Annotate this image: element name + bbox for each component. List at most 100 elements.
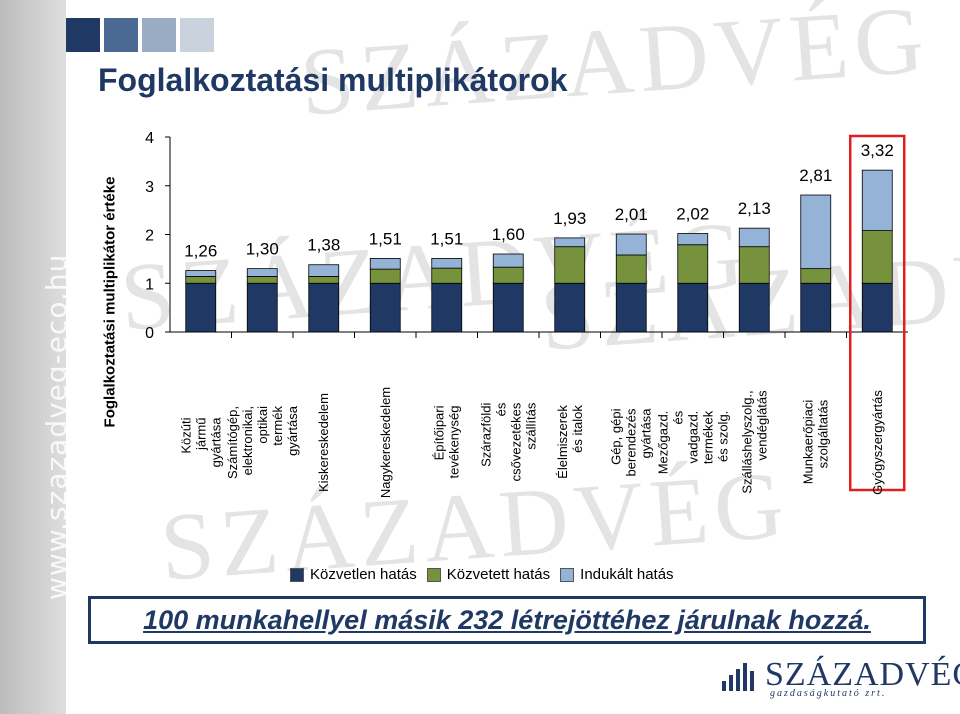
x-tick-label-text: Szárazföldi és csővezetékes szállítás <box>478 402 539 482</box>
x-tick-label-text: Élelmiszerek és italok <box>554 405 585 479</box>
bar-segment <box>677 244 709 284</box>
data-label: 1,51 <box>430 229 463 248</box>
x-tick-label: Építőipari tevékenység <box>422 342 472 542</box>
legend-swatch <box>426 567 441 582</box>
bar-segment <box>677 233 709 246</box>
legend-item: Közvetlen hatás <box>290 566 417 583</box>
x-tick-label: Kiskereskedelem <box>299 342 349 542</box>
y-tick-label: 3 <box>145 179 154 196</box>
x-tick-label-text: Gyógyszergyártás <box>869 389 885 495</box>
header-square <box>104 18 138 52</box>
x-tick-label: Mezőgazd. és vadgazd. termékek és szolg. <box>655 342 730 542</box>
legend-swatch <box>560 567 575 582</box>
x-tick-label: Számítógép, elektronikai, optikai termék… <box>225 342 300 542</box>
data-label: 3,32 <box>861 141 894 160</box>
x-tick-label: Szárazföldi és csővezetékes szállítás <box>478 342 538 542</box>
y-tick-label: 4 <box>145 130 154 147</box>
bar-segment <box>431 282 463 333</box>
x-tick-label: Munkaerőpiaci szolgáltatás <box>791 342 841 542</box>
x-tick-label: Gyógyszergyártás <box>852 342 902 542</box>
summary-text: 100 munkahellyel másik 232 létrejöttéhez… <box>143 604 871 635</box>
data-label: 2,02 <box>676 205 709 224</box>
chart-legend: Közvetlen hatás Közvetett hatás Indukált h… <box>290 566 684 583</box>
bar-segment <box>308 264 340 277</box>
y-tick-label: 2 <box>145 228 154 245</box>
legend-label: Közvetett hatás <box>446 566 551 583</box>
x-tick-label-text: Mezőgazd. és vadgazd. termékek és szolg. <box>655 410 731 474</box>
bar-segment <box>800 268 832 284</box>
x-tick-label: Közúti jármű gyártása <box>176 342 226 542</box>
legend-swatch <box>290 567 304 582</box>
legend-label: Indukált hatás <box>580 566 674 583</box>
bar-segment <box>246 276 278 284</box>
bar-segment <box>800 194 832 270</box>
data-label: 1,30 <box>246 240 279 259</box>
bar-segment <box>554 282 586 333</box>
bar-segment <box>369 282 401 333</box>
y-tick-label: 1 <box>145 276 154 293</box>
data-label: 1,26 <box>184 242 217 261</box>
x-tick-label-text: Munkaerőpiaci szolgáltatás <box>800 399 831 485</box>
bar-segment <box>369 257 401 270</box>
x-tick-label-text: Számítógép, elektronikai, optikai termék… <box>224 405 300 479</box>
bar-segment <box>738 282 770 333</box>
logo-text: SZÁZADVÉG <box>765 656 960 693</box>
bar-segment <box>431 267 463 284</box>
header-square <box>142 18 176 52</box>
bar-segment <box>492 266 524 284</box>
data-label: 1,51 <box>369 229 402 248</box>
bar-segment <box>861 230 893 284</box>
bar-segment <box>615 233 647 256</box>
header-square <box>180 18 214 52</box>
y-tick-label: 0 <box>145 325 154 342</box>
bar-segment <box>246 268 278 277</box>
page-title: Foglalkoztatási multiplikátorok <box>98 62 568 98</box>
legend-item: Indukált hatás <box>560 566 674 583</box>
legend-label: Közvetlen hatás <box>310 566 417 583</box>
data-label: 2,13 <box>738 199 771 218</box>
highlight-box <box>849 134 906 492</box>
x-tick-label-text: Szálláshelyszolg., vendéglátás <box>739 390 770 494</box>
bar-segment <box>492 253 524 268</box>
bar-segment <box>615 282 647 333</box>
bar-segment <box>185 270 217 277</box>
bar-segment <box>861 282 893 333</box>
x-tick-label-text: Kiskereskedelem <box>316 392 332 492</box>
bar-segment <box>246 282 278 333</box>
bar-segment <box>369 268 401 284</box>
bar-segment <box>554 237 586 248</box>
data-label: 1,38 <box>307 236 340 255</box>
bar-segment <box>492 282 524 333</box>
bar-segment <box>431 257 463 269</box>
data-label: 1,60 <box>492 225 525 244</box>
bar-segment <box>615 254 647 284</box>
bar-segment <box>800 282 832 333</box>
header-square <box>66 18 100 52</box>
x-tick-label: Nagykereskedelem <box>360 342 410 542</box>
bar-segment <box>308 276 340 284</box>
x-tick-label: Gép, gépi berendezés gyártása <box>606 342 656 542</box>
legend-item: Közvetett hatás <box>426 566 551 583</box>
company-logo: SZÁZADVÉG gazdaságkutató zrt. <box>722 644 960 706</box>
x-tick-label-text: Nagykereskedelem <box>377 386 393 498</box>
bar-segment <box>185 276 217 284</box>
data-label: 2,81 <box>799 166 832 185</box>
bar-segment <box>738 246 770 284</box>
data-label: 2,01 <box>615 205 648 224</box>
summary-box: 100 munkahellyel másik 232 létrejöttéhez… <box>88 596 926 644</box>
bar-segment <box>861 169 893 231</box>
bar-segment <box>185 282 217 333</box>
side-strip: www.szazadveg-eco.hu <box>0 0 73 714</box>
bar-segment <box>677 282 709 333</box>
bar-segment <box>554 246 586 284</box>
logo-tagline: gazdaságkutató zrt. <box>770 688 887 699</box>
x-tick-label: Szálláshelyszolg., vendéglátás <box>729 342 779 542</box>
data-label: 1,93 <box>553 209 586 228</box>
bar-segment <box>308 282 340 333</box>
x-tick-label-text: Gép, gépi berendezés gyártása <box>608 408 654 476</box>
x-tick-label: Élelmiszerek és italok <box>545 342 595 542</box>
bar-segment <box>738 227 770 248</box>
x-tick-label-text: Közúti jármű gyártása <box>178 417 224 467</box>
